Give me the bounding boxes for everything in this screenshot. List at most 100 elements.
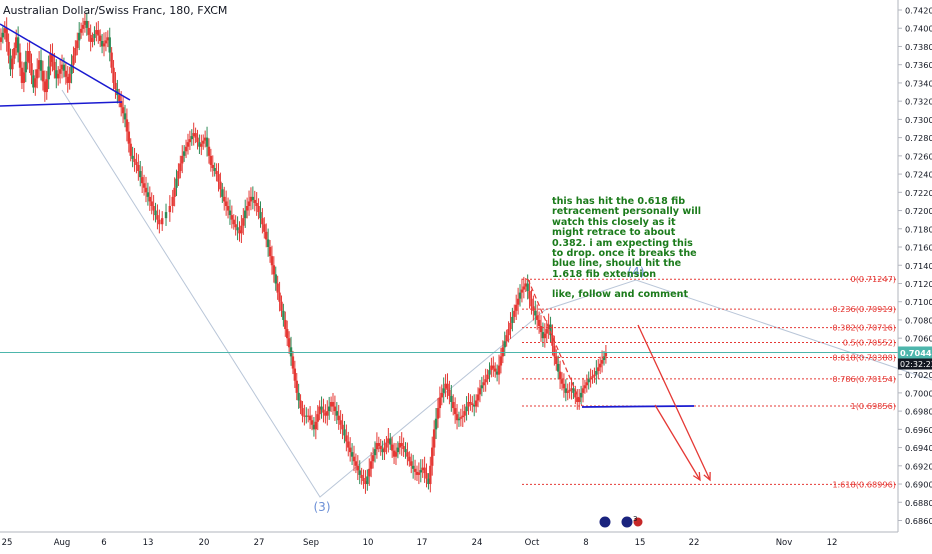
fib-retracement: 0(0.71247) 0.236(0.70919) 0.382(0.70716) 0.… — [522, 274, 898, 489]
candle-body — [0, 37, 3, 42]
wave-count-line — [61, 89, 932, 498]
candle-body — [390, 444, 394, 451]
candle-body — [286, 329, 289, 339]
candle-body — [47, 66, 50, 80]
x-tick-label: Sep — [303, 538, 319, 548]
x-tick-label: 27 — [254, 538, 265, 548]
wave-3-label: (3) — [314, 500, 331, 514]
candle-body — [484, 379, 487, 383]
candle-body — [301, 408, 304, 416]
candle-body — [85, 20, 89, 28]
x-tick-label: 13 — [143, 538, 154, 548]
candle-body — [255, 202, 258, 206]
candle-body — [3, 28, 6, 33]
candle-body — [202, 140, 205, 144]
candle-body — [371, 455, 375, 462]
candle-body — [200, 143, 203, 147]
candle-body — [43, 81, 47, 93]
candle-body — [291, 356, 295, 369]
annotation-text: this has hit the 0.618 fib retracement p… — [552, 196, 707, 301]
candle-body — [383, 447, 386, 453]
candle-body — [173, 187, 176, 197]
x-tick-label: Nov — [776, 538, 793, 548]
x-tick-label: Aug — [54, 538, 71, 548]
x-tick-label: 6 — [101, 538, 106, 548]
candle-body — [597, 367, 600, 371]
candle-body — [494, 368, 497, 372]
candle-body — [595, 370, 598, 375]
candle-body — [402, 446, 405, 450]
candle-body — [259, 212, 262, 219]
candle-body — [352, 456, 356, 462]
triangle-upper-line — [0, 23, 131, 101]
candle-body — [419, 470, 422, 473]
candle-body — [226, 205, 230, 211]
x-tick-label: 22 — [689, 538, 700, 548]
candle-body — [463, 411, 466, 416]
candle-body — [83, 20, 87, 25]
candle-body — [295, 380, 298, 393]
candle-body — [15, 37, 18, 48]
fib-level-label: 0.382(0.70716) — [832, 323, 896, 333]
candle-body — [369, 461, 373, 469]
candle-body — [137, 164, 140, 172]
candle-body — [482, 382, 485, 386]
candle-body — [215, 171, 218, 175]
candle-body — [104, 40, 108, 44]
candle-body — [188, 139, 192, 143]
candle-body — [486, 374, 489, 380]
candle-body — [339, 420, 342, 425]
candle-body — [453, 408, 457, 415]
candle-body — [509, 322, 512, 330]
candle-body — [76, 40, 79, 48]
candle-body — [413, 468, 417, 472]
projection-arrow-2-head — [692, 471, 701, 482]
candle-body — [545, 329, 548, 334]
candle-body — [379, 446, 382, 450]
candle-body — [591, 376, 594, 378]
candle-body — [28, 51, 31, 64]
flag-icon — [598, 515, 612, 529]
fib-level-label: 0.786(0.70154) — [832, 374, 896, 384]
candle-body — [587, 379, 590, 383]
candle-body — [26, 51, 29, 62]
candle-body — [194, 133, 197, 138]
candle-body — [66, 76, 69, 83]
candle-body — [131, 155, 134, 159]
candle-body — [558, 371, 562, 380]
candle-body — [158, 219, 161, 225]
candle-body — [57, 73, 60, 79]
candle-body — [421, 467, 424, 471]
candle-body — [440, 392, 443, 398]
candle-body — [171, 196, 174, 206]
candle-body — [341, 424, 344, 430]
candle-body — [238, 230, 241, 234]
candle-body — [64, 70, 68, 77]
candle-body — [497, 365, 501, 375]
fib-level-label: 1(0.69856) — [851, 401, 896, 411]
candle-body — [37, 60, 41, 70]
candle-body — [268, 247, 272, 257]
candle-body — [72, 55, 75, 65]
candle-body — [314, 421, 318, 430]
candle-body — [537, 319, 541, 327]
candle-body — [515, 304, 518, 311]
candle-body — [602, 356, 606, 361]
candle-body — [373, 449, 377, 456]
candle-body — [98, 35, 102, 41]
candle-body — [593, 374, 596, 377]
wave-4-label: (4) — [628, 265, 645, 279]
candle-body — [303, 415, 306, 417]
x-tick-label: 24 — [472, 538, 483, 548]
candle-body — [102, 43, 106, 47]
candle-body — [539, 326, 543, 333]
